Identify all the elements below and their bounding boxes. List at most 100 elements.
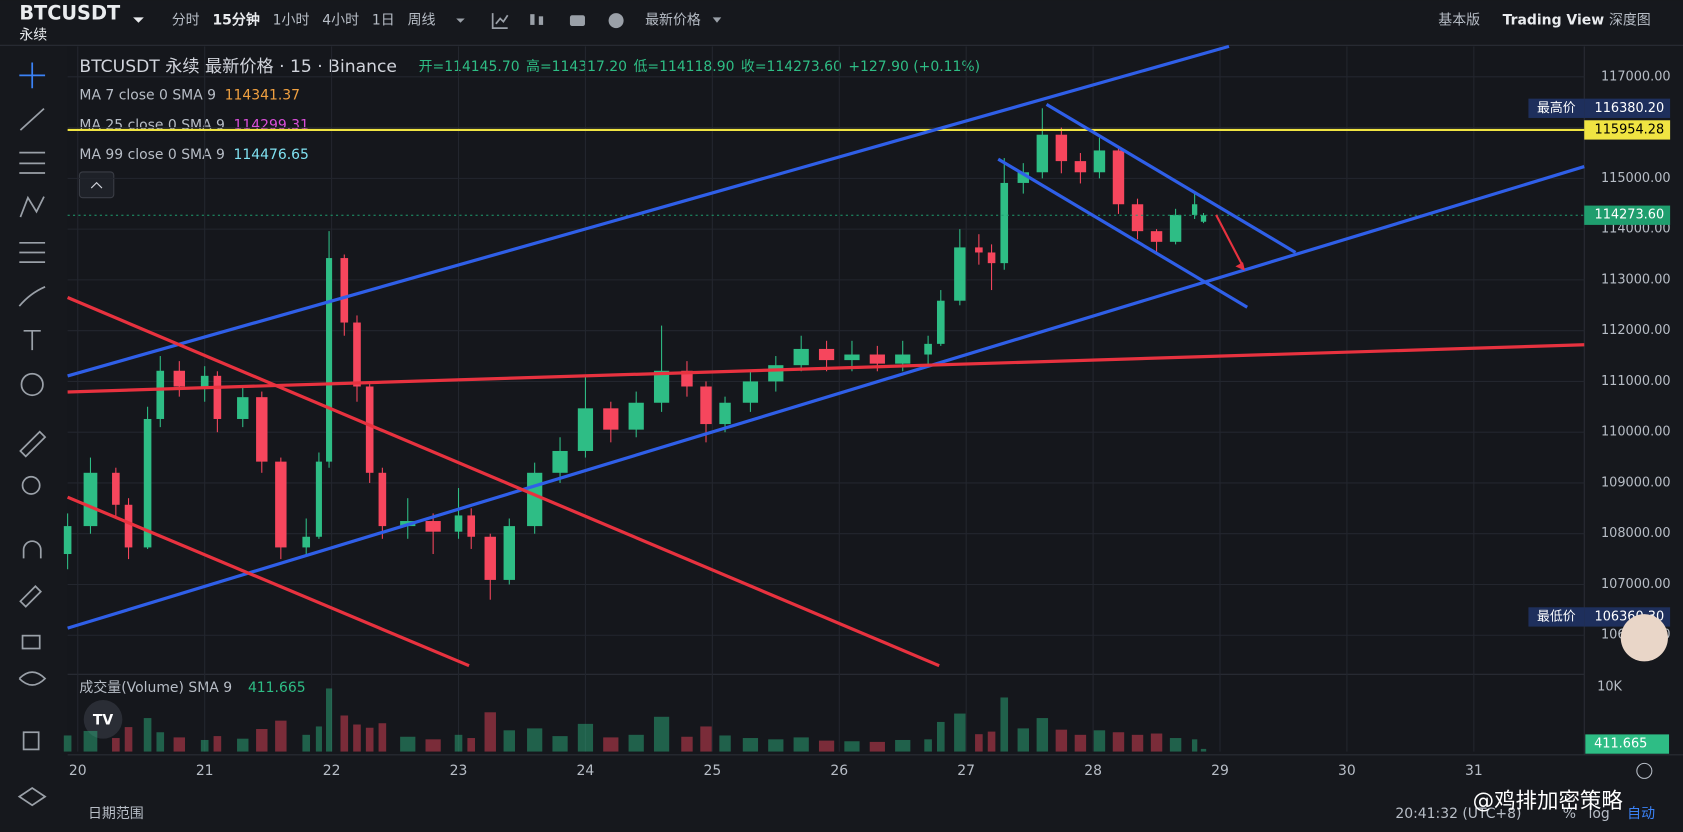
interval[interactable]: 1日 xyxy=(372,13,395,29)
volume-bar xyxy=(454,734,463,752)
x-tick-label: 28 xyxy=(1084,763,1102,779)
candle-body xyxy=(63,526,72,555)
legend-title: BTCUSDT 永续 最新价格 · 15 · Binance xyxy=(79,57,397,77)
volume-bar xyxy=(1074,734,1087,752)
projection-tool[interactable] xyxy=(19,241,46,263)
ma-value: 114476.65 xyxy=(234,147,309,163)
interval[interactable]: 4小时 xyxy=(322,13,359,29)
ma-value: 114341.37 xyxy=(225,88,300,104)
date-range[interactable]: 日期范围 xyxy=(88,805,144,822)
fib-tool[interactable] xyxy=(19,151,46,174)
candle-body xyxy=(112,472,120,505)
visibility-tool[interactable] xyxy=(18,671,47,686)
volume-bar xyxy=(484,712,496,752)
trend-line[interactable] xyxy=(67,165,1585,630)
interval[interactable]: 分时 xyxy=(172,13,200,29)
volume-bar xyxy=(63,735,72,752)
lock-draw-tool[interactable] xyxy=(19,585,43,608)
volume-bar xyxy=(353,724,361,752)
more-intervals[interactable] xyxy=(456,18,465,23)
zoom-tool[interactable] xyxy=(21,475,41,495)
arrow[interactable] xyxy=(1215,214,1243,265)
candle-body xyxy=(987,252,996,264)
volume-bar xyxy=(1131,734,1144,752)
auto-toggle[interactable]: 自动 xyxy=(1627,806,1655,822)
legend-change: +127.90 (+0.11%) xyxy=(848,59,980,75)
interval[interactable]: 1小时 xyxy=(273,13,310,29)
y-tick-label: 112000.00 xyxy=(1601,323,1671,338)
volume-bar xyxy=(503,730,515,752)
delete-tool[interactable] xyxy=(22,731,40,751)
text-tool[interactable] xyxy=(23,329,41,351)
volume-bar xyxy=(603,737,619,752)
y-tick-label: 111000.00 xyxy=(1601,374,1671,389)
candle-body xyxy=(552,450,568,473)
candle-body xyxy=(1055,134,1068,162)
collapse-icon xyxy=(90,181,103,189)
brush-tool[interactable] xyxy=(18,286,46,307)
line-tool[interactable] xyxy=(19,107,45,131)
candle-body xyxy=(1200,215,1207,222)
log-toggle[interactable]: log xyxy=(1589,806,1610,822)
symbol-dropdown[interactable] xyxy=(133,17,144,23)
candle-body xyxy=(454,515,463,532)
volume-bar xyxy=(326,688,333,752)
chart-type-icon[interactable] xyxy=(530,14,535,25)
x-tick-label: 22 xyxy=(323,763,341,779)
candle-body xyxy=(1000,182,1009,264)
ma-name: MA 7 close 0 SMA 9 xyxy=(79,88,216,104)
candle-body xyxy=(975,247,983,253)
volume-bar xyxy=(818,740,835,752)
candle-body xyxy=(200,375,209,387)
volume-bar xyxy=(1017,728,1030,752)
interval[interactable]: 15分钟 xyxy=(212,12,259,29)
toolbar xyxy=(17,62,47,807)
layers-tool[interactable] xyxy=(17,787,47,807)
volume-bar xyxy=(156,732,165,752)
trend-line[interactable] xyxy=(67,44,1230,378)
tv-logo[interactable] xyxy=(83,700,123,739)
volume-bar xyxy=(527,728,543,752)
legend-ohlc: 高=114317.20 xyxy=(526,58,627,75)
view-basic[interactable]: 基本版 xyxy=(1438,12,1480,29)
emoji-tool[interactable] xyxy=(20,372,44,397)
trend-line[interactable] xyxy=(66,296,940,668)
x-tick-label: 27 xyxy=(957,763,975,779)
x-tick-label: 25 xyxy=(703,763,721,779)
snapshot-icon[interactable] xyxy=(569,15,585,26)
interval[interactable]: 周线 xyxy=(408,13,436,29)
volume-bar xyxy=(400,736,416,752)
crosshair-tool[interactable] xyxy=(19,62,46,89)
perp-label: 永续 xyxy=(19,27,47,44)
volume-bar xyxy=(1150,733,1163,752)
magnet-tool[interactable] xyxy=(22,540,42,559)
pattern-tool[interactable] xyxy=(19,195,45,218)
volume-bar xyxy=(681,736,693,752)
trend-line[interactable] xyxy=(1045,102,1297,254)
volume-bar xyxy=(1093,730,1106,752)
settings-icon[interactable] xyxy=(1636,762,1653,779)
lock-tool[interactable] xyxy=(21,634,41,650)
price-type-dropdown[interactable] xyxy=(712,17,722,23)
collapse-button[interactable] xyxy=(78,171,115,199)
trend-line[interactable] xyxy=(66,495,470,668)
indicator-icon[interactable] xyxy=(491,13,509,29)
avatar[interactable] xyxy=(1620,614,1668,662)
price-tag xyxy=(1528,98,1585,118)
price-badge-label: 114273.60 xyxy=(1595,208,1665,223)
trend-line[interactable] xyxy=(67,343,1585,394)
ruler-tool[interactable] xyxy=(19,430,47,458)
volume-bar xyxy=(124,727,133,752)
candle-body xyxy=(936,300,945,344)
view-depth[interactable]: 深度图 xyxy=(1609,13,1651,29)
trend-line[interactable] xyxy=(997,157,1249,309)
candle-body xyxy=(719,402,731,425)
price-type[interactable]: 最新价格 xyxy=(645,13,701,29)
view-tradingview[interactable]: Trading View xyxy=(1503,13,1605,29)
symbol[interactable]: BTCUSDT xyxy=(19,2,121,25)
volume-bar xyxy=(112,738,120,752)
percent-toggle[interactable]: % xyxy=(1563,806,1576,822)
volume-bar xyxy=(378,723,387,752)
price-badge xyxy=(1584,98,1671,118)
add-icon[interactable] xyxy=(608,13,624,29)
